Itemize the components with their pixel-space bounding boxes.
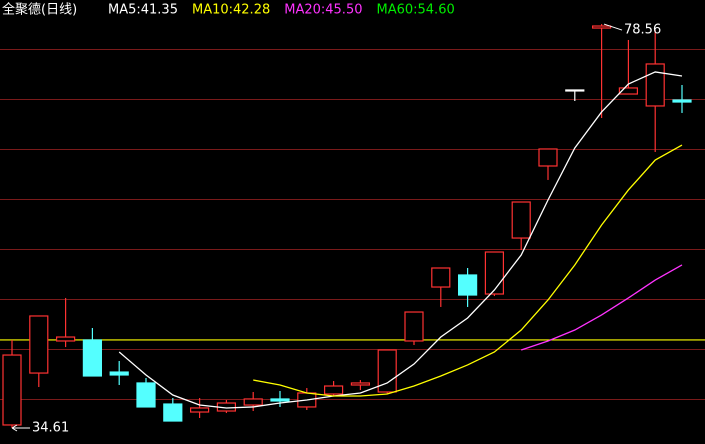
candle-body: [484, 251, 504, 295]
annotation-arrow: [603, 23, 623, 31]
candle-body: [190, 407, 210, 413]
candle-body: [404, 311, 424, 342]
candle-body: [591, 25, 612, 29]
annotation: 78.56: [624, 23, 661, 38]
ma-line: [520, 264, 683, 351]
candle-body: [243, 398, 263, 406]
candle-body: [163, 403, 183, 422]
chart-title: 全聚德(日线): [2, 2, 77, 18]
candle-body: [565, 89, 585, 92]
indicator-label: MA60:54.60: [376, 3, 454, 18]
candle-body: [538, 148, 558, 167]
candle-body: [136, 382, 156, 408]
candle-body: [324, 385, 344, 395]
ma-line: [118, 71, 683, 409]
indicator-label: MA20:45.50: [284, 3, 362, 18]
candle-body: [431, 267, 451, 288]
candle-body: [350, 382, 370, 386]
indicator-label: MA5:41.35: [108, 3, 178, 18]
candle-body: [82, 339, 103, 377]
candle-body: [377, 349, 397, 393]
candle-body: [55, 336, 76, 342]
candle-body: [672, 99, 692, 103]
candle-body: [458, 274, 478, 296]
annotation-arrow: [11, 424, 30, 432]
candle-body: [270, 398, 290, 402]
candle-body: [29, 315, 49, 374]
candle-body: [109, 371, 129, 376]
candle-body: [2, 354, 22, 426]
candle-body: [511, 201, 531, 239]
candle-body: [618, 87, 639, 95]
ma-line: [253, 144, 683, 397]
candle-body: [645, 63, 665, 107]
annotation: 34.61: [32, 421, 69, 436]
indicator-label: MA10:42.28: [192, 3, 270, 18]
